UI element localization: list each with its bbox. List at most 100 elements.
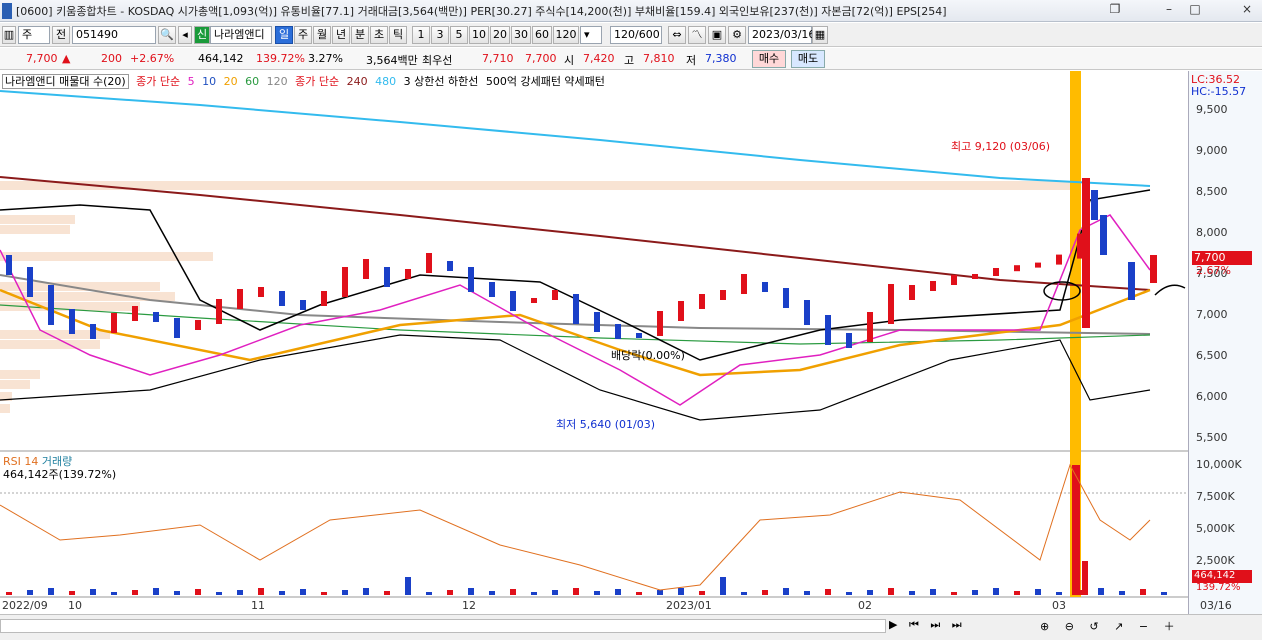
volume-bar — [531, 592, 537, 595]
legend-volume[interactable]: 거래량 — [41, 455, 73, 468]
volume-bar — [1161, 592, 1167, 595]
candle — [195, 320, 201, 330]
volume-bar — [111, 592, 117, 595]
volume-bar — [972, 590, 978, 595]
volume-value-label: 464,142주(139.72%) — [3, 468, 117, 481]
legend-ma20[interactable]: 20 — [223, 75, 238, 88]
maximize-button[interactable]: □ — [1189, 2, 1201, 16]
candle — [468, 267, 474, 292]
volume-bar — [1119, 591, 1125, 595]
candle — [132, 306, 138, 321]
minimize-button[interactable]: – — [1166, 2, 1172, 16]
interval-30[interactable]: 30 — [511, 26, 531, 44]
settings-gear-icon[interactable]: ⚙ — [728, 26, 746, 44]
tab-minute[interactable]: 분 — [351, 26, 369, 44]
tab-day[interactable]: 일 — [275, 26, 293, 44]
candle — [1150, 255, 1157, 283]
chart-scrollbar[interactable]: ▶ ⏮ ⏭ ⏭ ⊕ ⊖ ↺ ↗ − ＋ — [0, 614, 1262, 640]
legend-volume-profile[interactable]: 나라엠앤디 매물대 수(20) — [2, 74, 129, 89]
zoom-icon[interactable]: ⇔ — [668, 26, 686, 44]
legend-ma240[interactable]: 240 — [346, 75, 368, 88]
calendar-icon[interactable]: ▦ — [812, 26, 828, 44]
candle — [1035, 262, 1041, 268]
legend-ma60[interactable]: 60 — [245, 75, 260, 88]
volume-bar — [489, 591, 495, 595]
candle — [384, 267, 390, 287]
current-pct-tag: 2.67% — [1196, 264, 1231, 277]
high-label: 고 — [624, 54, 635, 67]
scroll-nav-icons[interactable]: ▶ ⏮ ⏭ ⏭ — [889, 618, 966, 631]
volume-profile-bar — [0, 252, 213, 261]
legend-bollinger[interactable]: 3 상한선 하한선 — [403, 75, 479, 88]
price-chart[interactable] — [0, 71, 1262, 640]
current-volume-pct-tag: 139.72% — [1196, 582, 1241, 593]
legend-ma120[interactable]: 120 — [266, 75, 288, 88]
volume-profile-bar — [0, 302, 140, 311]
interval-60[interactable]: 60 — [532, 26, 552, 44]
volume-bar — [741, 592, 747, 595]
interval-3[interactable]: 3 — [431, 26, 449, 44]
legend-ma-label[interactable]: 종가 단순 — [136, 75, 181, 88]
interval-1[interactable]: 1 — [412, 26, 430, 44]
quote-bar: 7,700 ▲ 200 +2.67% 464,142 139.72% 3.27%… — [0, 48, 1262, 70]
interval-20[interactable]: 20 — [490, 26, 510, 44]
candle — [846, 333, 852, 348]
buy-button[interactable]: 매수 — [752, 50, 786, 68]
stock-code-input[interactable]: 051490 — [72, 26, 156, 44]
circle-annotation — [1043, 281, 1081, 301]
open-price: 7,420 — [583, 52, 615, 65]
title-bar: [0600] 키움종합차트 - KOSDAQ 시가총액[1,093(억)] 유통… — [0, 0, 1262, 22]
legend-ma-long-label[interactable]: 종가 단순 — [295, 75, 340, 88]
zoom-controls[interactable]: ⊕ ⊖ ↺ ↗ − ＋ — [1040, 620, 1181, 633]
tab-second[interactable]: 초 — [370, 26, 388, 44]
legend-pattern[interactable]: 500억 강세패턴 약세패턴 — [485, 75, 605, 88]
tab-year[interactable]: 년 — [332, 26, 350, 44]
layout-icon[interactable]: ▥ — [2, 26, 16, 44]
volume-profile-bar — [0, 380, 30, 389]
interval-120[interactable]: 120 — [553, 26, 579, 44]
tab-week[interactable]: 주 — [294, 26, 312, 44]
close-button[interactable]: × — [1241, 2, 1253, 16]
chart-type-icon[interactable]: 〽 — [688, 26, 706, 44]
speaker-icon[interactable]: ◂ — [178, 26, 192, 44]
tab-month[interactable]: 월 — [313, 26, 331, 44]
candle — [1014, 265, 1020, 272]
scroll-track[interactable] — [0, 619, 886, 633]
legend-ma480[interactable]: 480 — [375, 75, 397, 88]
candle — [426, 253, 432, 273]
price-tick: 9,500 — [1196, 103, 1228, 116]
volume-bar — [636, 592, 642, 595]
volume-bar — [594, 591, 600, 595]
candle — [552, 290, 558, 300]
volume-bar — [762, 590, 768, 595]
prev-button[interactable]: 전 — [52, 26, 70, 44]
sell-button[interactable]: 매도 — [791, 50, 825, 68]
tab-tick[interactable]: 틱 — [389, 26, 407, 44]
ask-price: 7,710 — [482, 52, 514, 65]
ma5-line — [0, 214, 1151, 406]
interval-10[interactable]: 10 — [469, 26, 489, 44]
volume-bar — [615, 589, 621, 595]
current-price: 7,700 — [26, 52, 58, 65]
legend-ma5[interactable]: 5 — [187, 75, 195, 88]
date-input[interactable]: 2023/03/16 — [748, 26, 815, 44]
search-icon[interactable]: 🔍 — [158, 26, 176, 44]
price-tick: 7,000 — [1196, 308, 1228, 321]
volume-tick: 5,000K — [1196, 522, 1235, 535]
volume-bar — [48, 588, 54, 595]
save-icon[interactable]: ▣ — [708, 26, 726, 44]
legend-rsi[interactable]: RSI 14 — [3, 455, 39, 468]
x-label-current: 03/16 — [1200, 599, 1232, 612]
volume-bar — [1056, 592, 1062, 595]
restore-icon[interactable]: ❐ — [1109, 2, 1121, 16]
volume-bar — [279, 591, 285, 595]
volume-bar — [930, 589, 936, 595]
interval-dropdown[interactable]: ▾ — [580, 26, 602, 44]
count-display[interactable]: 120/600 — [610, 26, 662, 44]
spike-candle — [1082, 178, 1090, 328]
legend-ma10[interactable]: 10 — [202, 75, 217, 88]
interval-5[interactable]: 5 — [450, 26, 468, 44]
price-tick: 7,500 — [1196, 267, 1228, 280]
period-select[interactable]: 주 — [18, 26, 50, 44]
current-volume-tag: 464,142 — [1192, 570, 1252, 583]
